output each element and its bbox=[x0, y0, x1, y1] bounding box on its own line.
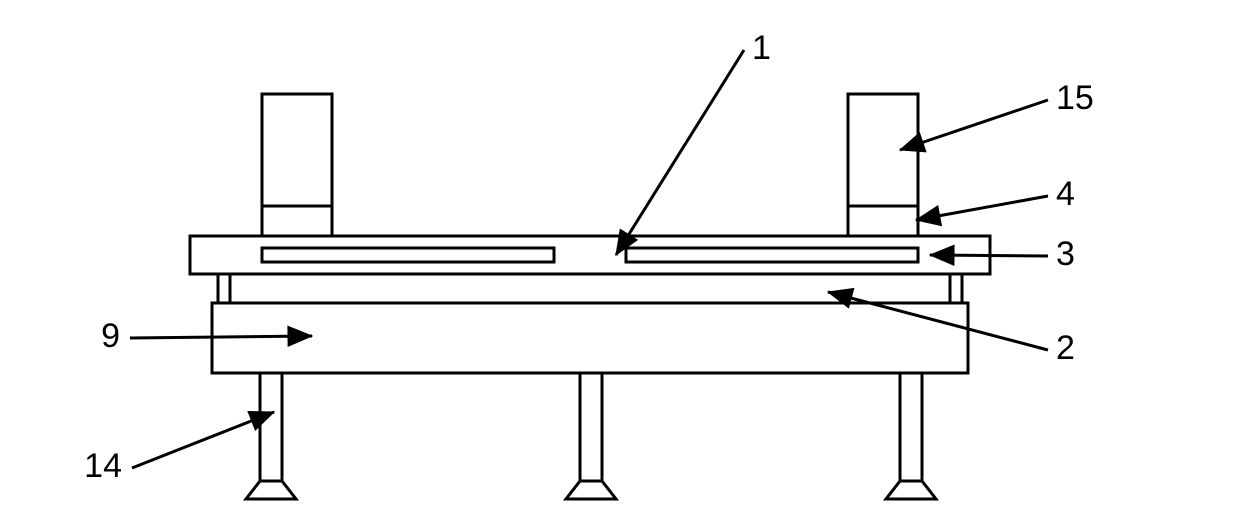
label-l9: 9 bbox=[101, 317, 120, 355]
leader-l9-line bbox=[130, 336, 312, 338]
foot-0 bbox=[246, 481, 296, 499]
slot-left bbox=[262, 248, 554, 262]
short-block-left bbox=[262, 206, 332, 236]
label-l1: 1 bbox=[752, 29, 771, 67]
label-l4: 4 bbox=[1056, 175, 1075, 213]
label-l14: 14 bbox=[84, 447, 122, 485]
leader-l1-line bbox=[616, 50, 744, 255]
label-l3: 3 bbox=[1056, 235, 1075, 273]
short-block-right bbox=[848, 206, 918, 236]
pin-left bbox=[218, 274, 230, 303]
leg-1 bbox=[580, 373, 602, 481]
leg-0 bbox=[260, 373, 282, 481]
label-l15: 15 bbox=[1056, 79, 1094, 117]
label-l2: 2 bbox=[1056, 329, 1075, 367]
bottom-bar bbox=[212, 303, 968, 373]
leg-2 bbox=[900, 373, 922, 481]
foot-1 bbox=[566, 481, 616, 499]
tall-block-left bbox=[262, 94, 332, 206]
diagram-svg: 1 15 4 3 2 9 14 bbox=[0, 0, 1240, 521]
slot-right bbox=[626, 248, 918, 262]
pin-right bbox=[950, 274, 962, 303]
leader-l4-arrowhead bbox=[916, 206, 941, 226]
foot-2 bbox=[886, 481, 936, 499]
